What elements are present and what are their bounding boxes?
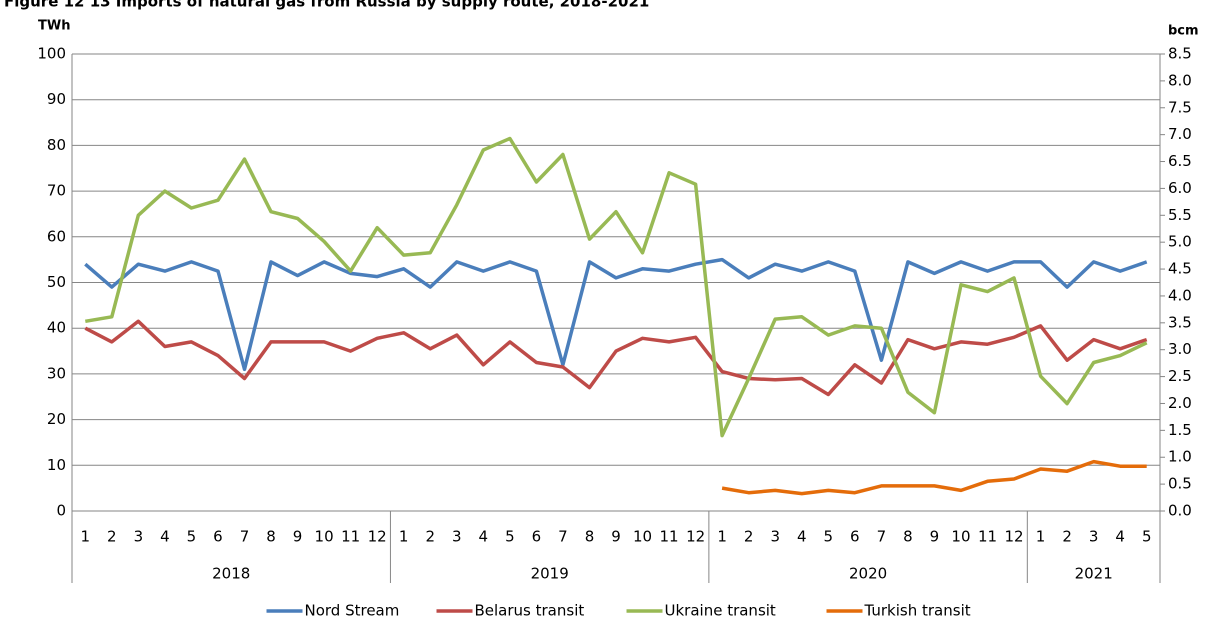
x-tick-label: 1 xyxy=(717,528,727,546)
x-tick-label: 1 xyxy=(80,528,90,546)
y-tick-label: 20 xyxy=(47,410,66,428)
y2-tick-label: 7.0 xyxy=(1168,125,1192,143)
x-tick-label: 8 xyxy=(903,528,913,546)
y-tick-label: 50 xyxy=(47,273,66,291)
x-tick-label: 8 xyxy=(266,528,276,546)
y2-tick-label: 5.0 xyxy=(1168,233,1192,251)
x-tick-label: 6 xyxy=(213,528,223,546)
y2-tick-label: 1.5 xyxy=(1168,421,1192,439)
y-tick-label: 70 xyxy=(47,182,66,200)
x-tick-label: 10 xyxy=(315,528,334,546)
y2-tick-label: 2.0 xyxy=(1168,394,1192,412)
x-tick-label: 5 xyxy=(505,528,515,546)
legend-label: Belarus transit xyxy=(475,602,585,620)
y-tick-label: 40 xyxy=(47,319,66,337)
year-label: 2018 xyxy=(212,565,250,583)
x-tick-label: 11 xyxy=(341,528,360,546)
y2-tick-label: 7.5 xyxy=(1168,98,1192,116)
y-tick-label: 80 xyxy=(47,136,66,154)
x-tick-label: 3 xyxy=(1089,528,1099,546)
y2-tick-label: 8.0 xyxy=(1168,71,1192,89)
y2-tick-label: 4.5 xyxy=(1168,260,1192,278)
y2-tick-label: 8.5 xyxy=(1168,45,1192,63)
y2-tick-label: 5.5 xyxy=(1168,206,1192,224)
x-tick-label: 10 xyxy=(951,528,970,546)
series-line xyxy=(84,257,1148,372)
chart-title: Figure 12 13 Imports of natural gas from… xyxy=(4,0,649,11)
x-tick-label: 7 xyxy=(240,528,250,546)
y2-tick-label: 1.0 xyxy=(1168,448,1192,466)
x-tick-label: 1 xyxy=(1036,528,1046,546)
year-label: 2021 xyxy=(1075,565,1113,583)
x-tick-label: 12 xyxy=(686,528,705,546)
y-axis-label: TWh xyxy=(38,19,70,34)
x-tick-label: 11 xyxy=(660,528,679,546)
y-tick-label: 100 xyxy=(37,45,66,63)
x-tick-label: 7 xyxy=(558,528,568,546)
x-tick-label: 4 xyxy=(160,528,170,546)
y2-tick-label: 6.5 xyxy=(1168,152,1192,170)
x-tick-label: 5 xyxy=(824,528,834,546)
x-tick-label: 9 xyxy=(930,528,940,546)
y2-axis-label: bcm xyxy=(1168,24,1199,39)
x-tick-label: 6 xyxy=(532,528,542,546)
y2-tick-label: 3.0 xyxy=(1168,340,1192,358)
x-tick-label: 7 xyxy=(877,528,887,546)
x-tick-label: 2 xyxy=(425,528,435,546)
year-label: 2019 xyxy=(531,565,569,583)
x-tick-label: 12 xyxy=(1005,528,1024,546)
y2-tick-label: 0.5 xyxy=(1168,475,1192,493)
y-tick-label: 60 xyxy=(47,227,66,245)
y2-tick-label: 4.0 xyxy=(1168,286,1192,304)
x-tick-label: 11 xyxy=(978,528,997,546)
y2-tick-label: 3.5 xyxy=(1168,313,1192,331)
year-label: 2020 xyxy=(849,565,887,583)
y-tick-label: 10 xyxy=(47,456,66,474)
series-line xyxy=(721,459,1147,496)
x-tick-label: 2 xyxy=(1062,528,1072,546)
x-tick-label: 4 xyxy=(797,528,807,546)
y-tick-label: 30 xyxy=(47,364,66,382)
x-tick-label: 9 xyxy=(611,528,621,546)
x-tick-label: 3 xyxy=(770,528,780,546)
x-tick-label: 3 xyxy=(134,528,144,546)
x-tick-label: 6 xyxy=(850,528,860,546)
legend-label: Nord Stream xyxy=(305,602,400,620)
series-line xyxy=(84,319,1148,397)
legend-label: Turkish transit xyxy=(864,602,971,620)
x-tick-label: 8 xyxy=(585,528,595,546)
x-tick-label: 1 xyxy=(399,528,409,546)
x-tick-label: 4 xyxy=(479,528,489,546)
x-tick-label: 2 xyxy=(107,528,117,546)
x-tick-label: 2 xyxy=(744,528,754,546)
y2-tick-label: 6.0 xyxy=(1168,179,1192,197)
y2-tick-label: 2.5 xyxy=(1168,367,1192,385)
x-tick-label: 3 xyxy=(452,528,462,546)
x-tick-label: 12 xyxy=(368,528,387,546)
y-tick-label: 90 xyxy=(47,90,66,108)
series-line xyxy=(85,136,1148,438)
x-tick-label: 9 xyxy=(293,528,303,546)
x-tick-label: 10 xyxy=(633,528,652,546)
y2-tick-label: 0.0 xyxy=(1168,502,1192,520)
legend-label: Ukraine transit xyxy=(665,602,776,620)
x-tick-label: 5 xyxy=(1142,528,1152,546)
x-tick-label: 4 xyxy=(1115,528,1125,546)
y-tick-label: 0 xyxy=(56,502,66,520)
x-tick-label: 5 xyxy=(187,528,197,546)
